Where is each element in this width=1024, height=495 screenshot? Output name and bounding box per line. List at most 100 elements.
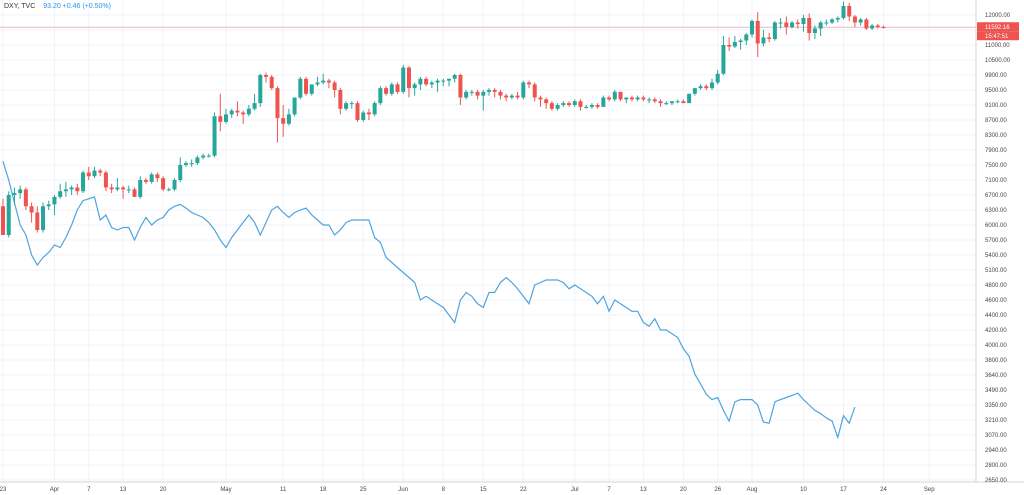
candlestick-series [0, 1, 886, 238]
candle-body [544, 99, 549, 104]
candle [149, 172, 154, 184]
candle [875, 24, 880, 29]
candle-body [498, 91, 503, 96]
countdown-label: 15:47:51 [985, 34, 1009, 40]
candle-body [692, 88, 697, 94]
candle [121, 185, 126, 199]
candle [35, 206, 40, 233]
candle-body [589, 105, 594, 107]
candle [607, 95, 612, 102]
x-tick-label: 8 [442, 487, 446, 493]
candle [23, 187, 28, 210]
y-tick-label: 4400.00 [985, 313, 1007, 319]
candle [538, 95, 543, 107]
candle-body [132, 189, 137, 197]
candle-body [830, 19, 835, 23]
candle [6, 191, 11, 238]
candle-body [258, 75, 263, 104]
candle-body [681, 101, 686, 104]
price-axis[interactable]: 12000.0011500.0011000.0010500.009900.009… [985, 13, 1011, 484]
candle [790, 21, 795, 29]
candle [429, 80, 434, 89]
last-price-label-bg [977, 22, 1019, 32]
candle [344, 101, 349, 111]
candle [761, 30, 766, 47]
candle-body [315, 82, 320, 85]
y-tick-label: 5400.00 [985, 253, 1007, 259]
candle-body [389, 84, 394, 94]
candle-body [281, 118, 286, 124]
candle [738, 39, 743, 50]
candle [509, 93, 514, 100]
candle [635, 95, 640, 102]
candle-body [767, 37, 772, 39]
candle-body [464, 91, 469, 98]
candle [41, 202, 46, 233]
candle-body [687, 93, 692, 104]
candle [504, 93, 509, 102]
candle [264, 72, 269, 83]
candle-body [721, 45, 726, 74]
candle-body [435, 80, 440, 83]
candle-body [504, 95, 509, 98]
candle [63, 181, 68, 197]
candle [664, 101, 669, 105]
candle [75, 183, 80, 195]
candle [612, 90, 617, 102]
candle [189, 159, 194, 167]
candle-body [549, 103, 554, 109]
candle [715, 70, 720, 85]
candle-body [189, 163, 194, 165]
candle [241, 110, 246, 124]
compare-legend[interactable]: 93.20 +0.46 (+0.50%) [43, 3, 111, 10]
candle-body [624, 97, 629, 100]
symbol-legend[interactable]: DXY, TVC [4, 3, 36, 10]
candle-body [235, 110, 240, 113]
y-tick-label: 9500.00 [985, 88, 1007, 94]
candle [486, 88, 492, 96]
candle [366, 108, 371, 120]
candle-body [229, 110, 234, 115]
candle [458, 73, 463, 105]
candle [784, 16, 789, 35]
candle [178, 157, 183, 182]
candle [824, 19, 829, 26]
x-tick-label: Sep [924, 487, 935, 493]
candle [18, 185, 23, 199]
candle [435, 78, 440, 92]
candle-body [469, 91, 474, 93]
candle-body [29, 206, 34, 213]
candle-body [824, 22, 829, 24]
time-axis[interactable]: 23 Apr 7 13 20 May 11 18 25 Jun 8 15 22 Jul 7 13 20 26 Aug… [0, 487, 935, 493]
x-tick-label: 11 [280, 487, 287, 493]
candle-body [761, 37, 766, 44]
candle-body [126, 189, 131, 191]
candle [161, 176, 166, 192]
candle [704, 84, 709, 90]
candle [852, 15, 857, 27]
y-tick-label: 7900.00 [985, 148, 1007, 154]
candle-body [195, 157, 200, 164]
candle-body [372, 103, 377, 115]
candle-body [446, 78, 451, 81]
y-tick-label: 3070.00 [985, 433, 1007, 439]
candle-body [6, 195, 11, 235]
candle [778, 18, 783, 29]
candle [46, 200, 51, 210]
candle-body [86, 172, 91, 177]
candle-body [155, 174, 160, 179]
candle-body [292, 97, 297, 115]
candle [155, 172, 160, 182]
candle [629, 95, 634, 102]
chart-grid [0, 0, 976, 482]
candle-body [870, 25, 875, 29]
candle-body [384, 88, 389, 94]
candle-body [344, 103, 349, 109]
candle-body [641, 97, 646, 100]
candle [881, 25, 886, 29]
candle [143, 178, 148, 184]
y-tick-label: 3800.00 [985, 358, 1007, 364]
candle-body [223, 114, 228, 122]
candle-body [206, 155, 211, 157]
